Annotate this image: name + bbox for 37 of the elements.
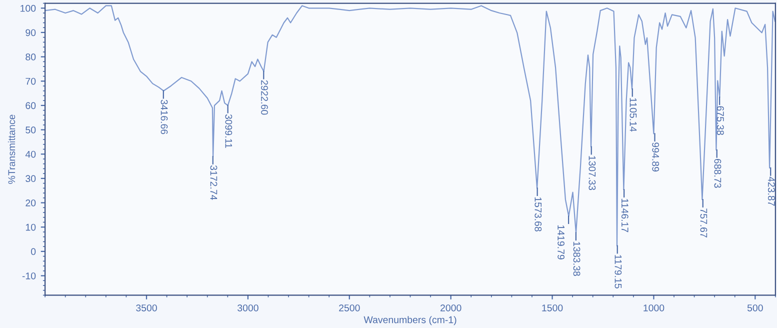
annotation: 1179.15 (614, 255, 622, 288)
y-tick-label: 90 (26, 29, 36, 36)
annotation: 1307.33 (588, 156, 596, 190)
x-tick-label: 2500 (339, 304, 360, 312)
y-tick-label: 40 (25, 150, 36, 158)
annotation: 688.73 (714, 158, 722, 188)
x-tick-label: 3500 (136, 304, 157, 312)
x-axis-title: Wavenumbers (cm-1) (364, 316, 456, 326)
annotation: 994.89 (652, 142, 660, 172)
y-tick-label: 50 (26, 126, 36, 134)
y-tick-label: 70 (26, 78, 36, 85)
x-tick-label: 1000 (644, 304, 664, 312)
x-tick-label: 3000 (238, 304, 258, 312)
annotation: 423.87 (768, 176, 775, 206)
y-tick-label: 20 (26, 199, 36, 206)
y-tick-label: 10 (26, 224, 36, 231)
y-tick-label: -10 (22, 272, 36, 280)
annotation: 1383.38 (573, 242, 580, 276)
y-axis-title: %Transmittance (8, 114, 16, 184)
annotation: 2922.60 (261, 80, 268, 115)
annotation: 757.67 (700, 208, 708, 238)
x-tick-label: 500 (747, 304, 763, 312)
annotation: 1419.79 (558, 225, 564, 260)
x-tick-label: 1500 (542, 304, 563, 312)
y-tick-label: 100 (20, 4, 36, 12)
annotation: 1573.68 (534, 197, 542, 232)
annotation: 3416.66 (160, 100, 168, 134)
annotation: 675.38 (716, 106, 724, 136)
y-tick-label: 30 (26, 175, 36, 182)
y-tick-label: 0 (31, 248, 36, 256)
annotation: 3099.11 (225, 114, 232, 148)
y-tick-label: 60 (26, 102, 36, 110)
x-tick-label: 2000 (440, 304, 462, 312)
annotation: 1146.17 (621, 198, 628, 232)
y-tick-label: 80 (26, 54, 36, 60)
annotation: 1105.14 (630, 98, 637, 132)
annotation: 3172.74 (210, 165, 218, 200)
